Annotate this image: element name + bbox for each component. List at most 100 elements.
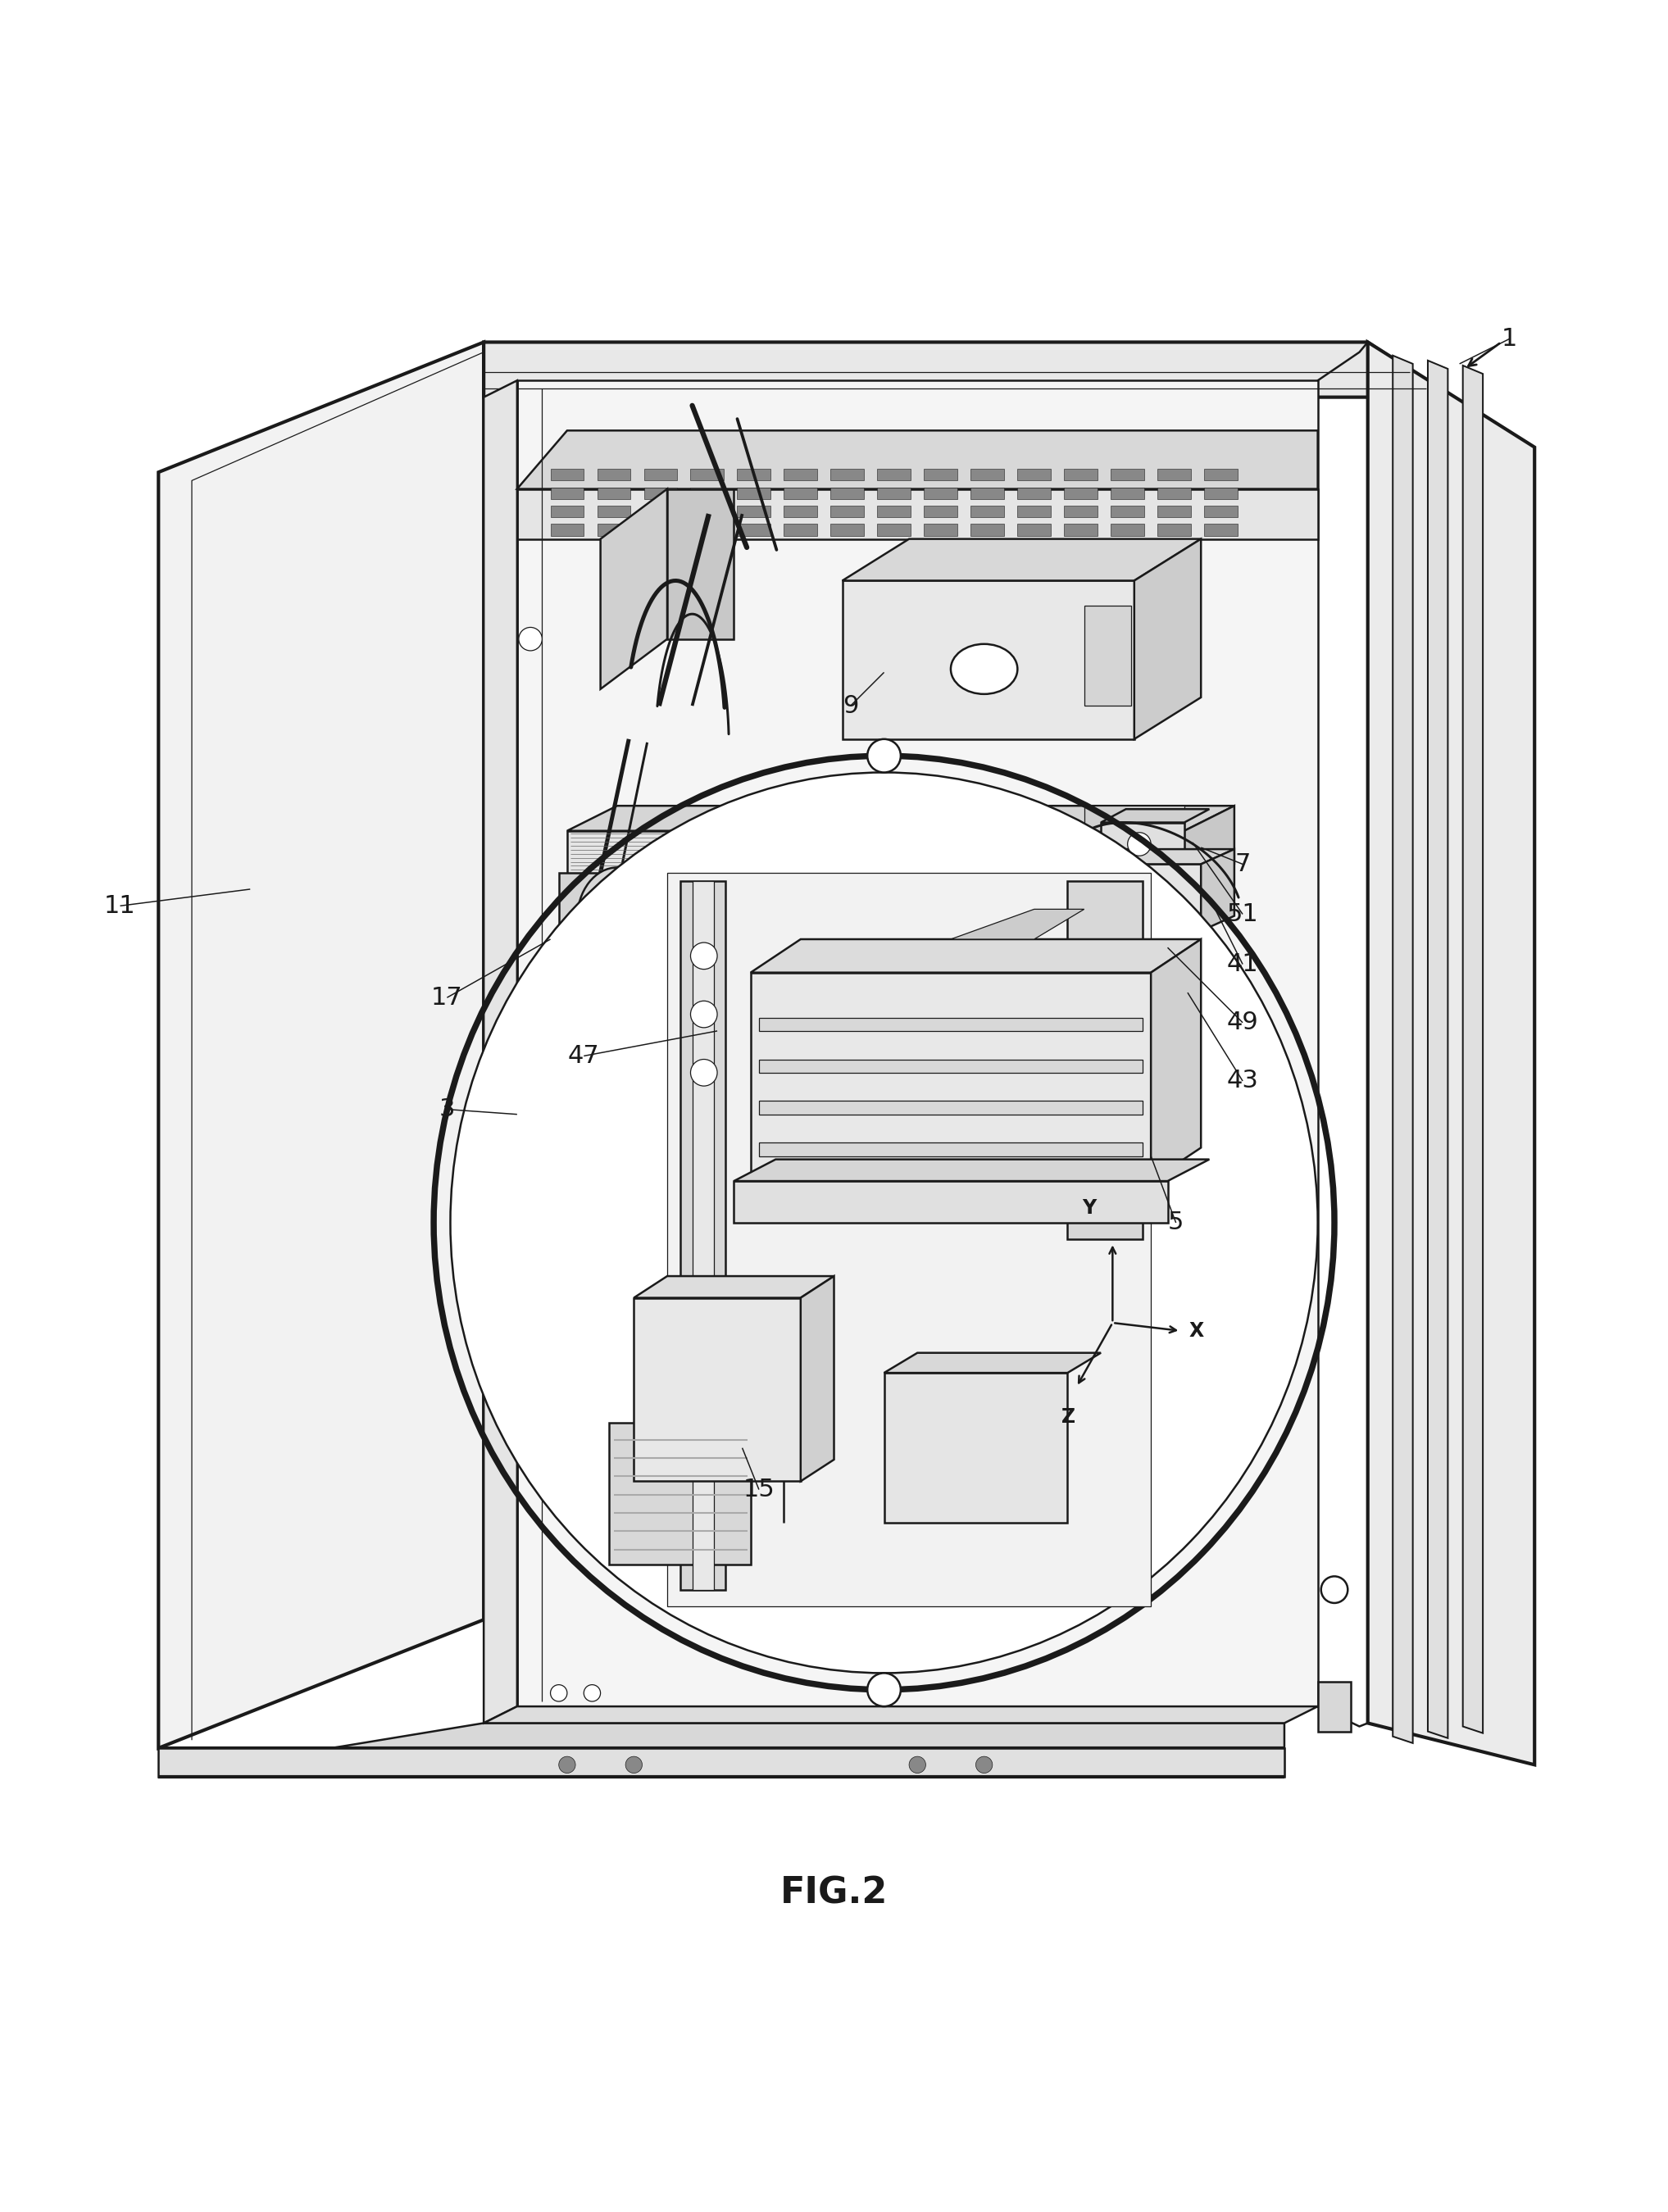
Ellipse shape bbox=[617, 907, 1084, 1055]
Ellipse shape bbox=[450, 772, 1318, 1672]
Polygon shape bbox=[1158, 487, 1191, 500]
Polygon shape bbox=[737, 487, 771, 500]
Polygon shape bbox=[751, 973, 1151, 1181]
Polygon shape bbox=[597, 524, 631, 535]
Polygon shape bbox=[1184, 805, 1234, 889]
Polygon shape bbox=[1064, 469, 1098, 480]
Circle shape bbox=[927, 942, 941, 956]
Polygon shape bbox=[1111, 487, 1144, 500]
Polygon shape bbox=[842, 580, 1134, 739]
Polygon shape bbox=[567, 876, 1209, 898]
Polygon shape bbox=[550, 469, 584, 480]
Polygon shape bbox=[597, 469, 631, 480]
Polygon shape bbox=[884, 1354, 1101, 1374]
Polygon shape bbox=[759, 1144, 1143, 1157]
Polygon shape bbox=[924, 469, 957, 480]
Text: 49: 49 bbox=[1226, 1011, 1259, 1035]
Polygon shape bbox=[1111, 469, 1144, 480]
Polygon shape bbox=[567, 898, 1168, 956]
Polygon shape bbox=[1318, 1681, 1351, 1732]
Polygon shape bbox=[1064, 507, 1098, 518]
Polygon shape bbox=[734, 1181, 1168, 1223]
Polygon shape bbox=[784, 469, 817, 480]
Polygon shape bbox=[1204, 507, 1238, 518]
Polygon shape bbox=[784, 524, 817, 535]
Text: 11: 11 bbox=[103, 894, 137, 918]
Polygon shape bbox=[759, 1060, 1143, 1073]
Polygon shape bbox=[691, 469, 724, 480]
Circle shape bbox=[626, 1756, 642, 1774]
Circle shape bbox=[976, 1756, 992, 1774]
Polygon shape bbox=[1111, 507, 1144, 518]
Polygon shape bbox=[924, 524, 957, 535]
Polygon shape bbox=[681, 880, 726, 1590]
Polygon shape bbox=[644, 524, 677, 535]
Polygon shape bbox=[1428, 361, 1448, 1739]
Polygon shape bbox=[1068, 880, 1143, 1239]
Polygon shape bbox=[1064, 524, 1098, 535]
Polygon shape bbox=[1084, 922, 1168, 964]
Circle shape bbox=[605, 898, 639, 931]
Circle shape bbox=[584, 1686, 600, 1701]
Polygon shape bbox=[751, 940, 1201, 973]
Polygon shape bbox=[801, 1276, 834, 1482]
Text: 47: 47 bbox=[567, 1044, 600, 1068]
Polygon shape bbox=[1051, 865, 1201, 931]
Polygon shape bbox=[609, 1422, 751, 1564]
Polygon shape bbox=[1064, 487, 1098, 500]
Polygon shape bbox=[759, 1018, 1143, 1031]
Circle shape bbox=[519, 978, 542, 1000]
Polygon shape bbox=[158, 343, 484, 1747]
Circle shape bbox=[867, 1672, 901, 1705]
Text: 17: 17 bbox=[430, 987, 464, 1009]
Polygon shape bbox=[924, 487, 957, 500]
Polygon shape bbox=[644, 487, 677, 500]
Polygon shape bbox=[1051, 849, 1234, 865]
Circle shape bbox=[1321, 1577, 1348, 1604]
Polygon shape bbox=[644, 507, 677, 518]
Circle shape bbox=[691, 1000, 717, 1029]
Polygon shape bbox=[971, 469, 1004, 480]
Polygon shape bbox=[691, 524, 724, 535]
Circle shape bbox=[519, 628, 542, 650]
Polygon shape bbox=[877, 469, 911, 480]
Polygon shape bbox=[737, 507, 771, 518]
Text: Y: Y bbox=[1083, 1199, 1096, 1219]
Polygon shape bbox=[559, 872, 626, 956]
Polygon shape bbox=[831, 524, 864, 535]
Polygon shape bbox=[1393, 356, 1413, 1743]
Polygon shape bbox=[1111, 524, 1144, 535]
Polygon shape bbox=[1158, 507, 1191, 518]
Polygon shape bbox=[600, 489, 667, 690]
Polygon shape bbox=[1463, 365, 1483, 1732]
Polygon shape bbox=[1151, 940, 1201, 1181]
Circle shape bbox=[891, 962, 904, 975]
Polygon shape bbox=[550, 927, 592, 956]
Polygon shape bbox=[517, 380, 1318, 1705]
Polygon shape bbox=[691, 507, 724, 518]
Circle shape bbox=[867, 739, 901, 772]
Text: 3: 3 bbox=[439, 1097, 455, 1121]
Polygon shape bbox=[877, 524, 911, 535]
Polygon shape bbox=[1201, 849, 1234, 931]
Polygon shape bbox=[1101, 810, 1209, 823]
Text: 51: 51 bbox=[1226, 902, 1259, 927]
Polygon shape bbox=[517, 489, 1318, 540]
Polygon shape bbox=[667, 872, 1151, 1606]
Polygon shape bbox=[1017, 507, 1051, 518]
Polygon shape bbox=[971, 524, 1004, 535]
Polygon shape bbox=[484, 380, 517, 1723]
Polygon shape bbox=[1158, 469, 1191, 480]
Ellipse shape bbox=[887, 938, 981, 1000]
Polygon shape bbox=[1151, 973, 1184, 1006]
Polygon shape bbox=[667, 489, 734, 639]
Text: 5: 5 bbox=[1168, 1210, 1184, 1234]
Circle shape bbox=[927, 982, 941, 995]
Polygon shape bbox=[692, 880, 714, 1590]
Polygon shape bbox=[842, 540, 1201, 580]
Polygon shape bbox=[951, 909, 1084, 940]
Polygon shape bbox=[634, 1298, 801, 1482]
Polygon shape bbox=[550, 507, 584, 518]
Polygon shape bbox=[1017, 524, 1051, 535]
Polygon shape bbox=[691, 487, 724, 500]
